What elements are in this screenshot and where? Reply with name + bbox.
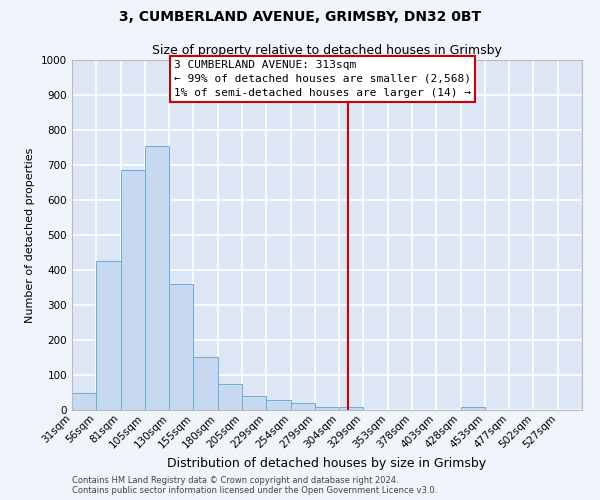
Bar [266, 400, 290, 410]
X-axis label: Distribution of detached houses by size in Grimsby: Distribution of detached houses by size … [167, 456, 487, 469]
Bar [169, 284, 193, 410]
Bar [339, 407, 364, 410]
Bar [72, 392, 96, 410]
Bar [461, 407, 485, 410]
Y-axis label: Number of detached properties: Number of detached properties [25, 148, 35, 322]
Bar [121, 170, 145, 410]
Bar [96, 261, 121, 410]
Text: Contains HM Land Registry data © Crown copyright and database right 2024.
Contai: Contains HM Land Registry data © Crown c… [72, 476, 437, 495]
Bar [242, 396, 266, 410]
Bar [218, 384, 242, 410]
Bar [193, 357, 218, 410]
Text: 3 CUMBERLAND AVENUE: 313sqm
← 99% of detached houses are smaller (2,568)
1% of s: 3 CUMBERLAND AVENUE: 313sqm ← 99% of det… [174, 60, 471, 98]
Title: Size of property relative to detached houses in Grimsby: Size of property relative to detached ho… [152, 44, 502, 58]
Text: 3, CUMBERLAND AVENUE, GRIMSBY, DN32 0BT: 3, CUMBERLAND AVENUE, GRIMSBY, DN32 0BT [119, 10, 481, 24]
Bar [145, 146, 169, 410]
Bar [315, 406, 339, 410]
Bar [290, 403, 315, 410]
